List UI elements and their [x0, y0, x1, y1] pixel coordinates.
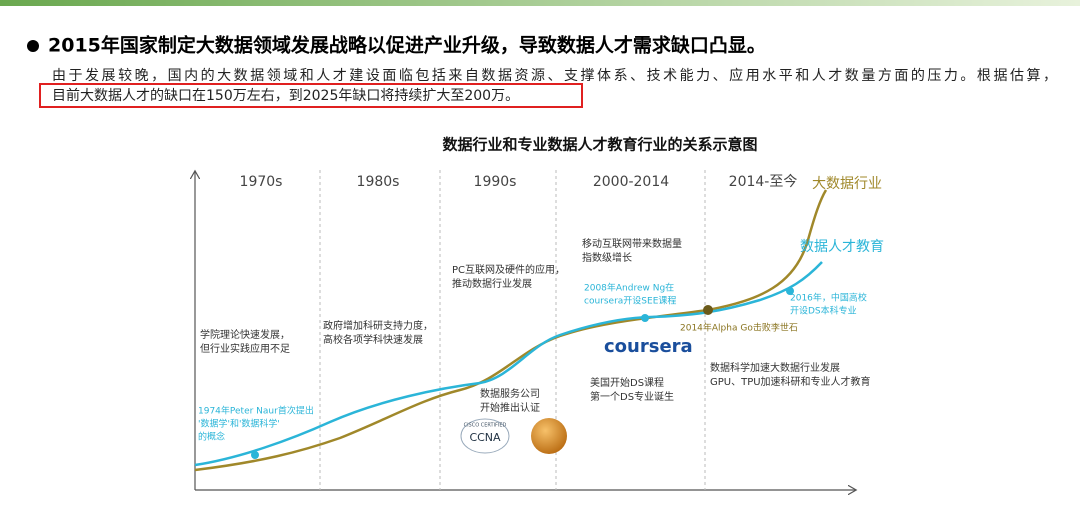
- ccna-badge: [460, 418, 510, 454]
- annotation: 但行业实践应用不足: [200, 342, 290, 355]
- bullet: [27, 40, 39, 52]
- era-label: 2014-至今: [729, 174, 798, 190]
- era-label: 1990s: [474, 174, 517, 190]
- era-label: 1970s: [240, 174, 283, 190]
- annotation: 第一个DS专业诞生: [590, 390, 674, 403]
- bullet-title: 2015年国家制定大数据领域发展战略以促进产业升级，导致数据人才需求缺口凸显。: [48, 34, 766, 57]
- annotation: 开设DS本科专业: [790, 305, 857, 317]
- annotation: 美国开始DS课程: [590, 376, 664, 389]
- era-label: 2000-2014: [593, 174, 669, 190]
- ccna-label: CCNA: [469, 431, 501, 444]
- annotation: 的概念: [198, 431, 225, 443]
- annotation: GPU、TPU加速科研和专业人才教育: [710, 375, 871, 388]
- event-dot: [703, 305, 713, 315]
- paragraph-line: 由于发展较晚，国内的大数据领域和人才建设面临包括来自数据资源、支撑体系、技术能力…: [52, 67, 1057, 84]
- coursera-logo: coursera: [604, 336, 693, 357]
- curve-label: 大数据行业: [812, 176, 882, 192]
- cisco-label: CISCO CERTIFIED: [464, 423, 507, 429]
- annotation: 1974年Peter Naur首次提出: [198, 405, 314, 417]
- annotation: 推动数据行业发展: [452, 277, 532, 290]
- highlight-box: [39, 83, 583, 108]
- annotation: '数据学'和'数据科学': [198, 418, 280, 430]
- annotation: PC互联网及硬件的应用，: [452, 263, 565, 276]
- event-dot: [251, 451, 259, 459]
- annotation: 2016年，中国高校: [790, 292, 867, 304]
- annotation: 2008年Andrew Ng在: [584, 282, 674, 294]
- annotation: 开始推出认证: [480, 401, 540, 414]
- event-dot: [786, 287, 794, 295]
- education-curve: [194, 261, 823, 467]
- certification-badge: [531, 418, 567, 454]
- annotation: 数据科学加速大数据行业发展: [710, 361, 840, 374]
- annotation: 指数级增长: [582, 251, 632, 264]
- event-dot: [641, 314, 649, 322]
- annotation: 数据服务公司: [480, 387, 540, 400]
- diagram-title: 数据行业和专业数据人才教育行业的关系示意图: [442, 136, 757, 154]
- annotation: 高校各项学科快速发展: [323, 333, 423, 346]
- paragraph-line: 目前大数据人才的缺口在150万左右，到2025年缺口将持续扩大至200万。: [52, 87, 519, 104]
- annotations: 1970s 1980s 1990s 2000-2014 2014-至今学院理论快速发展，…: [198, 174, 871, 443]
- annotation: 2014年Alpha Go击败李世石: [680, 322, 798, 334]
- annotation: 学院理论快速发展，: [200, 328, 290, 341]
- annotation: 移动互联网带来数据量: [582, 237, 682, 250]
- curve-label: 数据人才教育: [800, 239, 884, 255]
- annotation: coursera开设SEE课程: [584, 296, 676, 307]
- top-bar: [0, 0, 1080, 6]
- era-label: 1980s: [357, 174, 400, 190]
- annotation: 政府增加科研支持力度，: [323, 319, 433, 332]
